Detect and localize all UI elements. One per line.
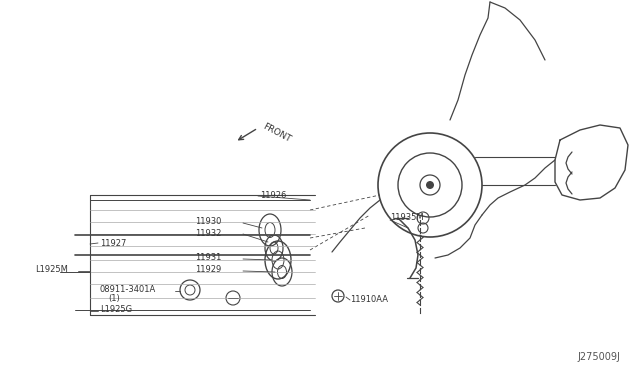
Text: 11935M: 11935M [390, 214, 424, 222]
Text: 11931: 11931 [195, 253, 221, 263]
Text: 11926: 11926 [260, 192, 286, 201]
Text: 08911-3401A: 08911-3401A [100, 285, 156, 295]
Text: 11930: 11930 [195, 218, 221, 227]
Text: 11929: 11929 [195, 266, 221, 275]
Text: J275009J: J275009J [577, 352, 620, 362]
Text: 11932: 11932 [195, 228, 221, 237]
Text: L1925G: L1925G [100, 305, 132, 314]
Circle shape [426, 181, 434, 189]
Text: FRONT: FRONT [261, 122, 292, 144]
Text: 11910AA: 11910AA [350, 295, 388, 305]
Text: (1): (1) [108, 295, 120, 304]
Text: 11927: 11927 [100, 238, 126, 247]
Text: L1925M: L1925M [35, 266, 68, 275]
